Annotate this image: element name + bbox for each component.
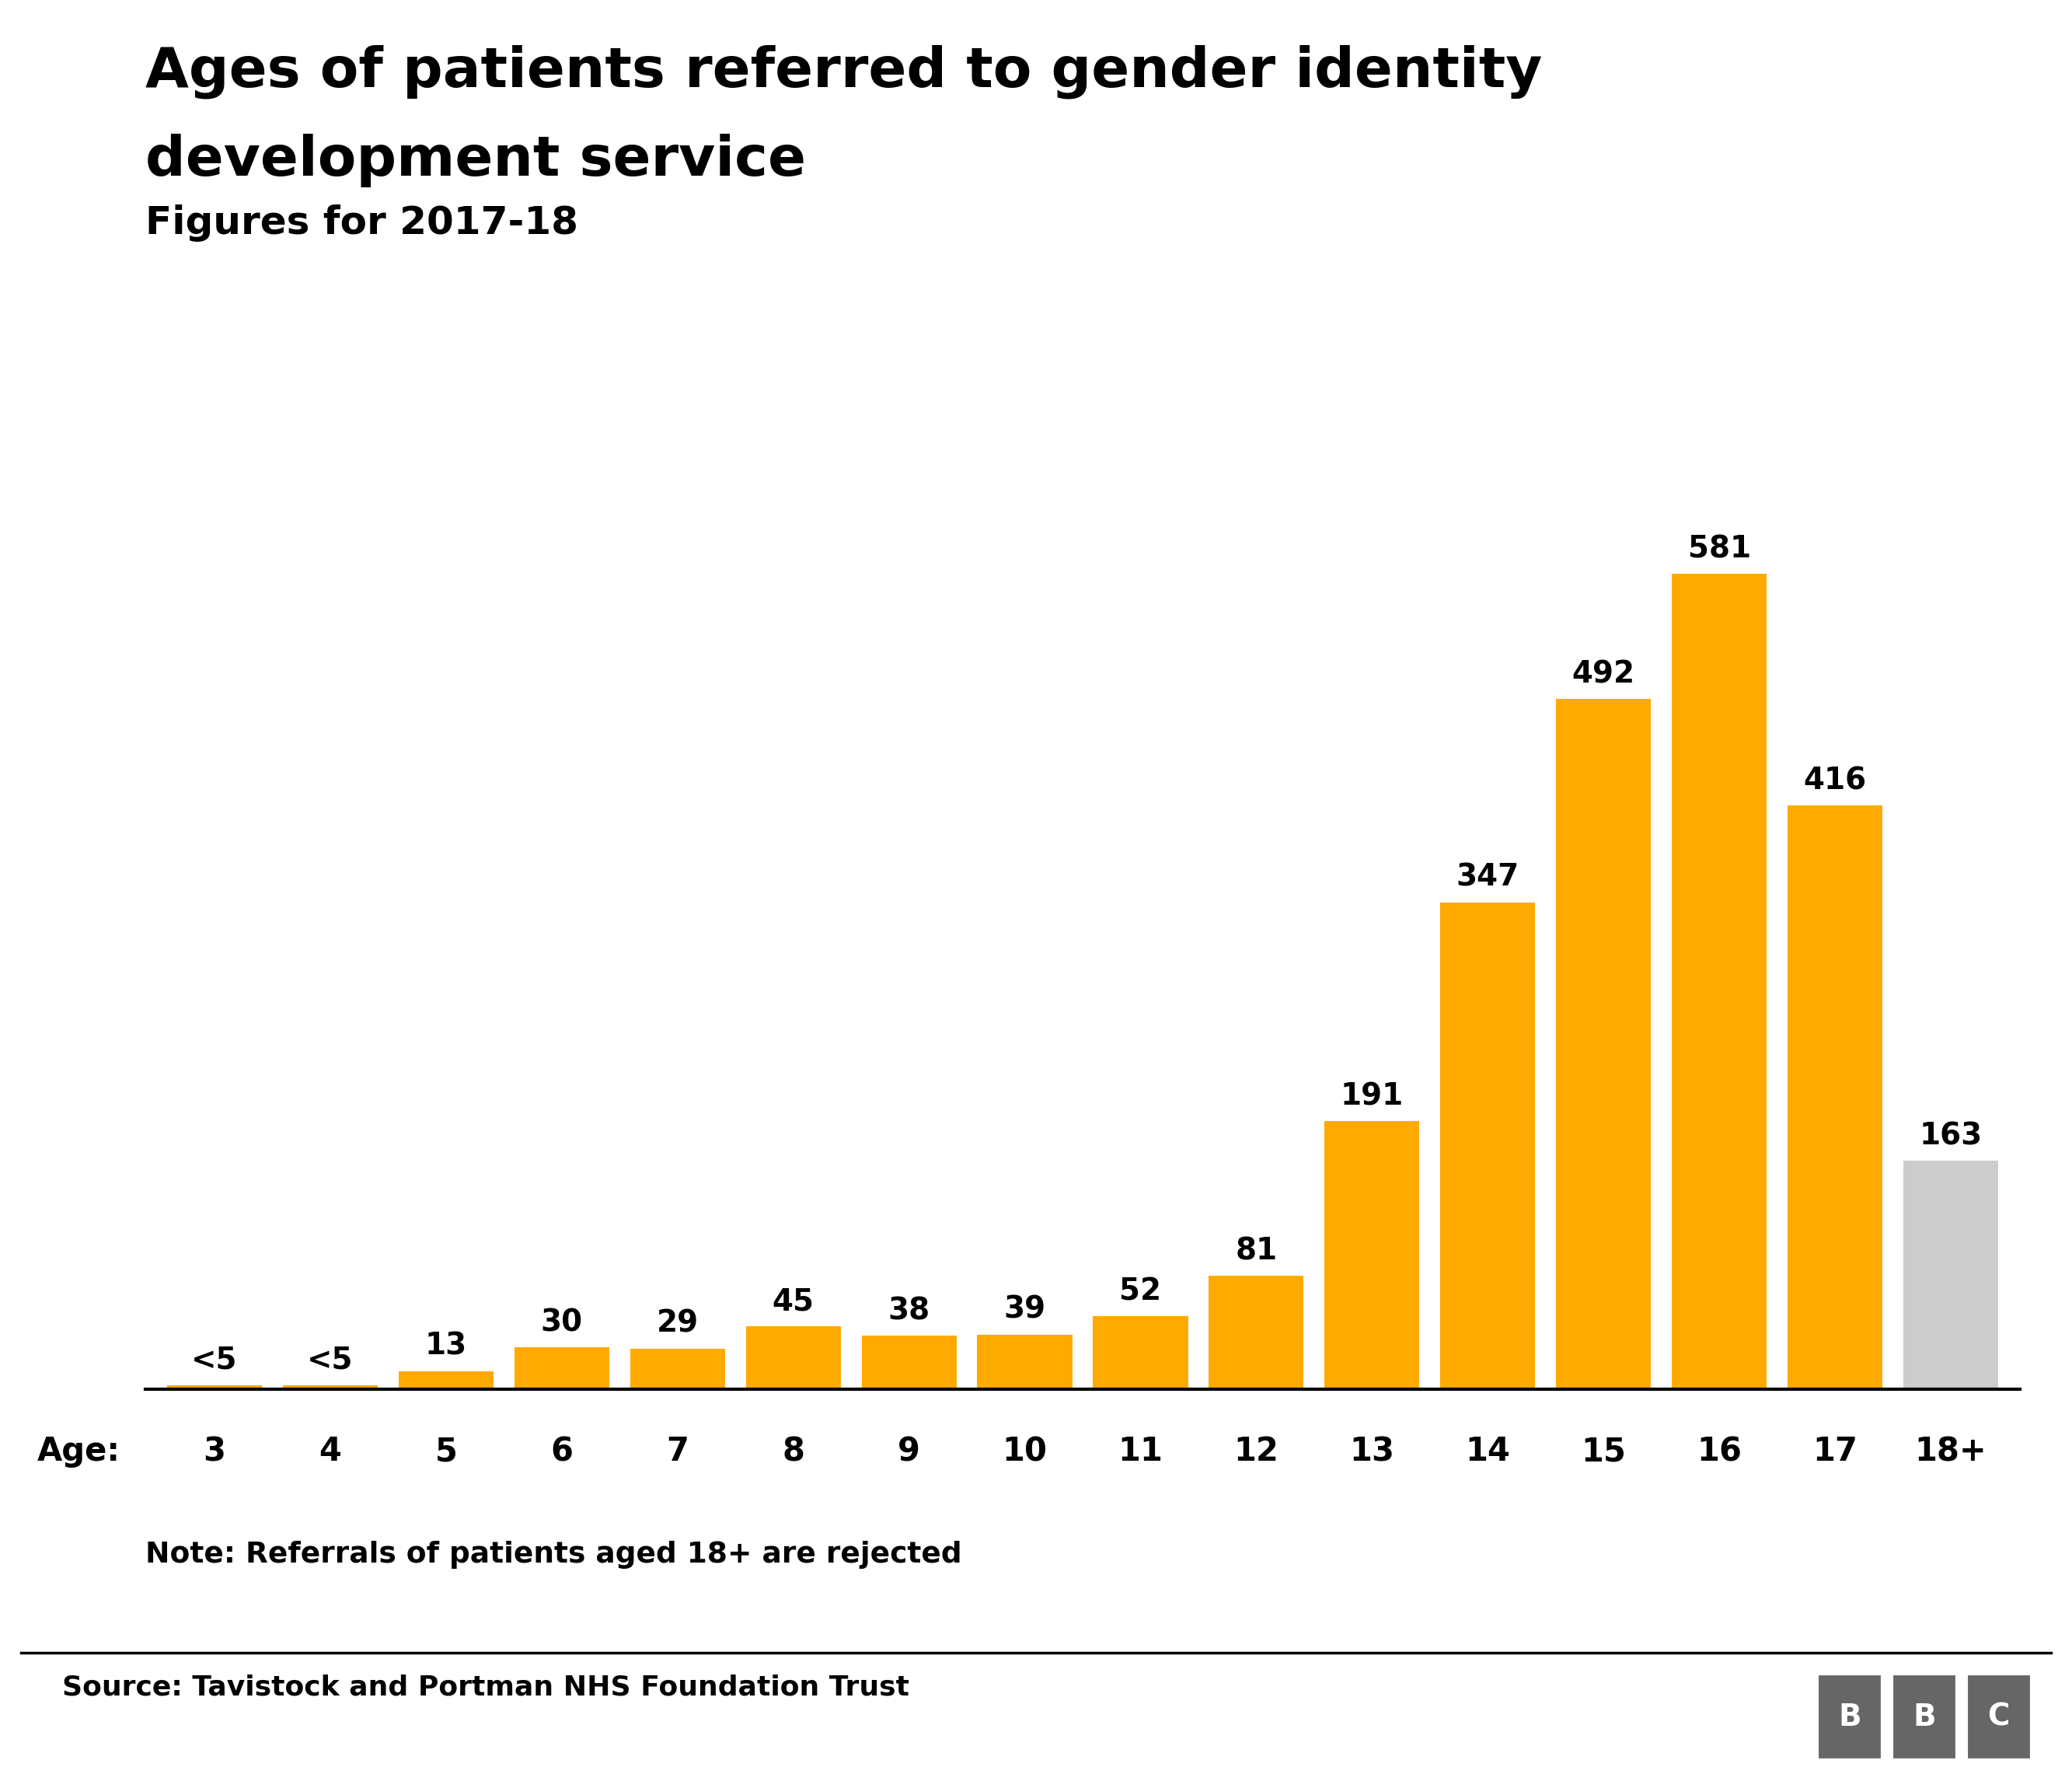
- Text: C: C: [1987, 1703, 2010, 1731]
- Text: 581: 581: [1689, 534, 1751, 565]
- Text: 18+: 18+: [1915, 1435, 1987, 1468]
- Text: 13: 13: [1349, 1435, 1394, 1468]
- Text: 12: 12: [1233, 1435, 1278, 1468]
- Bar: [1672, 573, 1767, 1389]
- Bar: [630, 1348, 725, 1389]
- Bar: [1817, 1674, 1881, 1760]
- Text: 52: 52: [1119, 1277, 1162, 1307]
- Bar: [1094, 1316, 1187, 1389]
- Bar: [168, 1386, 261, 1389]
- Text: 492: 492: [1573, 659, 1635, 689]
- Bar: [1556, 698, 1651, 1389]
- Bar: [514, 1346, 609, 1389]
- Text: 16: 16: [1697, 1435, 1743, 1468]
- Text: Source: Tavistock and Portman NHS Foundation Trust: Source: Tavistock and Portman NHS Founda…: [62, 1674, 910, 1701]
- Bar: [1440, 903, 1535, 1389]
- Text: 5: 5: [435, 1435, 458, 1468]
- Text: B: B: [1912, 1703, 1935, 1731]
- Bar: [746, 1327, 841, 1389]
- Text: 45: 45: [773, 1286, 814, 1316]
- Text: Age:: Age:: [37, 1435, 120, 1468]
- Text: 13: 13: [425, 1332, 466, 1361]
- Bar: [1904, 1161, 1997, 1389]
- Text: 416: 416: [1803, 766, 1867, 796]
- Text: <5: <5: [191, 1346, 238, 1375]
- Text: 38: 38: [889, 1297, 930, 1327]
- Text: 3: 3: [203, 1435, 226, 1468]
- Text: Ages of patients referred to gender identity: Ages of patients referred to gender iden…: [145, 45, 1542, 98]
- Text: Figures for 2017-18: Figures for 2017-18: [145, 205, 578, 242]
- Text: 10: 10: [1003, 1435, 1046, 1468]
- Bar: [282, 1386, 377, 1389]
- Bar: [1966, 1674, 2031, 1760]
- Text: 8: 8: [781, 1435, 804, 1468]
- Text: 81: 81: [1235, 1236, 1276, 1266]
- Text: <5: <5: [307, 1346, 354, 1375]
- Text: 11: 11: [1119, 1435, 1162, 1468]
- Text: 15: 15: [1581, 1435, 1627, 1468]
- Bar: [862, 1336, 957, 1389]
- Text: 4: 4: [319, 1435, 342, 1468]
- Text: 14: 14: [1465, 1435, 1510, 1468]
- Bar: [1324, 1122, 1419, 1389]
- Text: 39: 39: [1003, 1295, 1046, 1325]
- Text: 30: 30: [541, 1307, 582, 1338]
- Text: 9: 9: [897, 1435, 920, 1468]
- Bar: [978, 1334, 1071, 1389]
- Bar: [398, 1371, 493, 1389]
- Text: 163: 163: [1919, 1120, 1983, 1151]
- Text: B: B: [1838, 1703, 1861, 1731]
- Bar: [1208, 1275, 1303, 1389]
- Text: 29: 29: [657, 1309, 698, 1339]
- Bar: [1892, 1674, 1956, 1760]
- Text: Note: Referrals of patients aged 18+ are rejected: Note: Referrals of patients aged 18+ are…: [145, 1541, 961, 1569]
- Text: 347: 347: [1457, 864, 1519, 892]
- Bar: [1788, 805, 1883, 1389]
- Text: 17: 17: [1813, 1435, 1857, 1468]
- Text: 191: 191: [1341, 1081, 1403, 1111]
- Text: 7: 7: [667, 1435, 688, 1468]
- Text: 6: 6: [551, 1435, 574, 1468]
- Text: development service: development service: [145, 134, 806, 187]
